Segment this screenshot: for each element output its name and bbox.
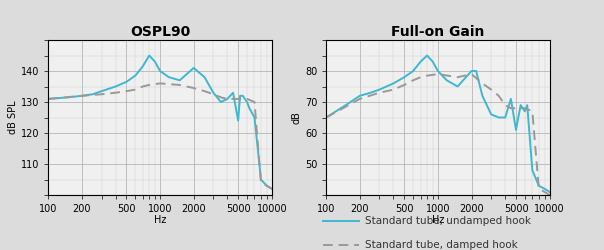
Text: Standard tube, undamped hook: Standard tube, undamped hook [365,216,532,226]
X-axis label: Hz: Hz [432,216,444,226]
Title: OSPL90: OSPL90 [130,25,190,39]
Y-axis label: dB SPL: dB SPL [8,101,18,134]
Text: Standard tube, damped hook: Standard tube, damped hook [365,240,518,250]
X-axis label: Hz: Hz [154,216,166,226]
Title: Full-on Gain: Full-on Gain [391,25,484,39]
Y-axis label: dB: dB [292,111,302,124]
